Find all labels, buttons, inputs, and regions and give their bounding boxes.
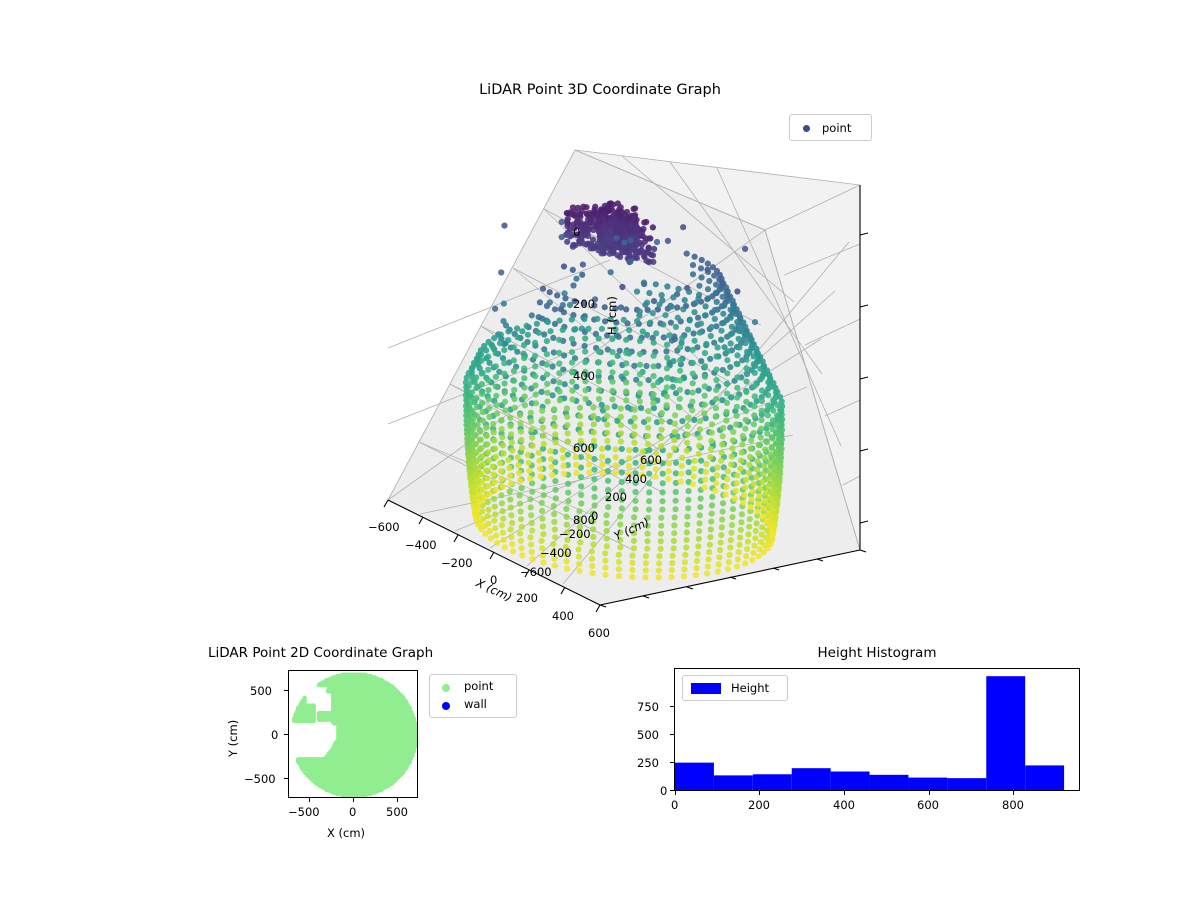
legend-histogram: Height: [682, 675, 788, 701]
x-tick-label-2d-1: 0: [349, 805, 356, 819]
panel-3d-title: LiDAR Point 3D Coordinate Graph: [0, 82, 1200, 98]
legend-point-marker-icon-2d: [442, 684, 450, 692]
y-tick-label-6: −600: [520, 565, 552, 579]
y-tick-label-2d-2: −500: [244, 772, 276, 786]
x-tick-label-hist-3: 600: [917, 798, 939, 812]
x-tick-label-1: −400: [405, 538, 437, 552]
x-tick-label-2d-2: 500: [386, 805, 408, 819]
legend-point-label-2d: point: [464, 679, 493, 693]
legend-wall-marker-icon-2d: [442, 702, 450, 710]
x-axis-label-2d: X (cm): [327, 826, 365, 840]
y-tick-label-2d-0: 500: [250, 684, 272, 698]
y-tick-hist-1: [670, 762, 674, 763]
y-tick-label-1: 400: [625, 472, 647, 486]
x-tick-label-hist-0: 0: [671, 798, 678, 812]
x-tick-2d-0: [309, 798, 310, 802]
legend-height-label: Height: [731, 681, 769, 695]
y-tick-label-hist-1: 250: [637, 756, 659, 770]
z-axis-label: H (cm): [605, 296, 619, 335]
legend-height-patch-icon: [691, 683, 721, 694]
x-tick-label-2d-0: −500: [288, 805, 320, 819]
y-tick-label-5: −400: [540, 546, 572, 560]
y-tick-label-0: 600: [640, 453, 662, 467]
x-tick-hist-2: [844, 791, 845, 795]
x-tick-hist-0: [675, 791, 676, 795]
y-tick-hist-0: [670, 790, 674, 791]
x-tick-2d-2: [397, 798, 398, 802]
z-tick-label-1: 200: [573, 297, 595, 311]
x-tick-hist-3: [929, 791, 930, 795]
x-tick-label-6: 600: [588, 626, 610, 640]
y-tick-2d-1: [284, 734, 288, 735]
z-tick-label-0: 0: [573, 225, 580, 239]
y-tick-label-hist-2: 500: [637, 728, 659, 742]
x-tick-label-hist-1: 200: [748, 798, 770, 812]
x-tick-label-hist-2: 400: [833, 798, 855, 812]
y-tick-label-hist-0: 0: [660, 784, 667, 798]
axis-3d-z-ticks: [860, 233, 868, 523]
z-tick-label-4: 800: [573, 513, 595, 527]
x-tick-2d-1: [353, 798, 354, 802]
y-tick-label-2d-1: 0: [271, 728, 278, 742]
y-tick-2d-0: [284, 690, 288, 691]
legend-wall-label-2d: wall: [464, 697, 487, 711]
y-tick-2d-2: [284, 778, 288, 779]
x-tick-label-hist-4: 800: [1002, 798, 1024, 812]
y-tick-label-2: 200: [605, 490, 627, 504]
y-tick-hist-3: [670, 706, 674, 707]
x-tick-label-5: 400: [552, 609, 574, 623]
legend-2d: point wall: [429, 674, 517, 718]
x-tick-hist-1: [759, 791, 760, 795]
z-tick-label-3: 600: [573, 441, 595, 455]
y-axis-label-2d: Y (cm): [226, 720, 240, 757]
y-tick-label-4: −200: [559, 527, 591, 541]
plot-2d-svg: [289, 671, 418, 798]
y-tick-hist-2: [670, 734, 674, 735]
matplotlib-figure: LiDAR Point 3D Coordinate Graph point: [0, 0, 1200, 900]
panel-hist-title: Height Histogram: [674, 645, 1080, 661]
x-tick-label-4: 200: [516, 591, 538, 605]
z-tick-label-2: 400: [573, 369, 595, 383]
axes-3d-scatter[interactable]: −600 −400 −200 0 200 400 600 X (cm) 600 …: [300, 120, 920, 630]
x-tick-label-0: −600: [368, 520, 400, 534]
point-cloud-2d: [292, 673, 417, 798]
y-tick-label-hist-3: 750: [637, 700, 659, 714]
plot-3d-svg: [300, 120, 920, 630]
x-tick-label-2: −200: [441, 556, 473, 570]
x-tick-hist-4: [1013, 791, 1014, 795]
panel-2d-title: LiDAR Point 2D Coordinate Graph: [208, 645, 433, 661]
axes-2d-scatter[interactable]: [288, 670, 418, 798]
